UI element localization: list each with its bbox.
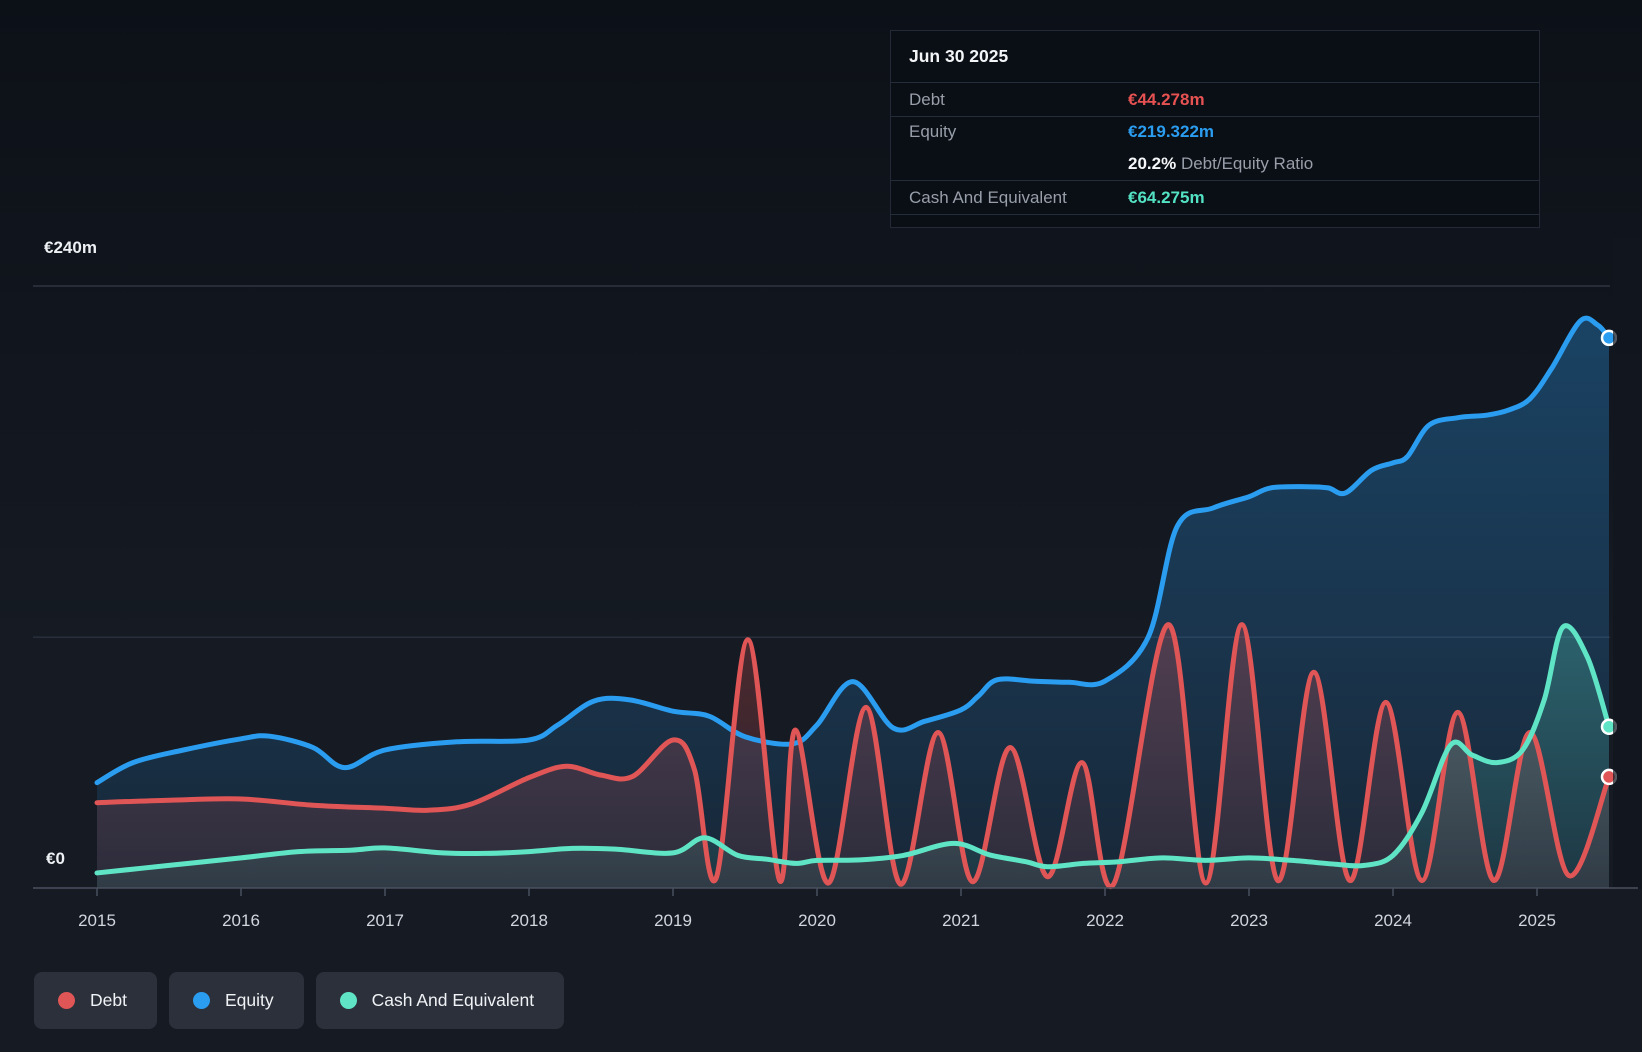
tooltip-ratio: 20.2% Debt/Equity Ratio (1128, 154, 1313, 174)
future-band (1613, 238, 1642, 889)
x-tick-label-2024: 2024 (1374, 911, 1412, 930)
tooltip-row-cash: Cash And Equivalent €64.275m (891, 181, 1539, 215)
x-tick-label-2015: 2015 (78, 911, 116, 930)
cash-legend-dot-icon (339, 992, 357, 1009)
debt-legend-dot-icon (58, 992, 75, 1009)
tooltip-row-ratio: 20.2% Debt/Equity Ratio (891, 147, 1539, 181)
legend-item-cash[interactable]: Cash And Equivalent (315, 972, 565, 1029)
legend-item-debt[interactable]: Debt (34, 972, 157, 1029)
tooltip-ratio-label: Debt/Equity Ratio (1180, 153, 1314, 173)
tooltip-cash-value: €64.275m (1128, 187, 1205, 207)
tooltip-row-debt: Debt €44.278m (891, 83, 1539, 117)
tooltip-equity-value: €219.322m (1128, 122, 1215, 141)
tooltip-cash-label: Cash And Equivalent (909, 187, 1067, 207)
legend-label-equity: Equity (224, 990, 274, 1010)
tooltip-debt-value: €44.278m (1128, 89, 1205, 109)
x-tick-label-2023: 2023 (1230, 911, 1268, 930)
x-tick-label-2022: 2022 (1086, 911, 1124, 930)
y-axis-max-label: €240m (44, 238, 97, 257)
legend-label-cash: Cash And Equivalent (371, 990, 535, 1010)
x-tick-label-2025: 2025 (1518, 911, 1556, 930)
tooltip-panel: Jun 30 2025 Debt €44.278m Equity €219.32… (890, 30, 1540, 228)
area-fill-cash-and-equivalent (97, 625, 1609, 888)
x-tick-label-2016: 2016 (222, 911, 260, 930)
tooltip-row-equity: Equity €219.322m (891, 117, 1539, 147)
x-tick-label-2020: 2020 (798, 911, 836, 930)
x-tick-label-2021: 2021 (942, 911, 980, 930)
x-tick-label-2018: 2018 (510, 911, 548, 930)
tooltip-date: Jun 30 2025 (891, 31, 1539, 83)
line-cash-and-equivalent (94, 623, 1612, 876)
tooltip-ratio-value: 20.2% (1128, 153, 1177, 173)
legend-item-equity[interactable]: Equity (168, 972, 304, 1029)
tooltip-debt-label: Debt (909, 89, 945, 109)
equity-legend-dot-icon (192, 992, 210, 1009)
y-axis-zero-label: €0 (46, 849, 65, 868)
x-tick-label-2017: 2017 (366, 911, 404, 930)
chart-legend: Debt Equity Cash And Equivalent (34, 972, 565, 1029)
tooltip-equity-label: Equity (909, 122, 957, 141)
x-tick-label-2019: 2019 (654, 911, 692, 930)
legend-label-debt: Debt (90, 990, 127, 1010)
